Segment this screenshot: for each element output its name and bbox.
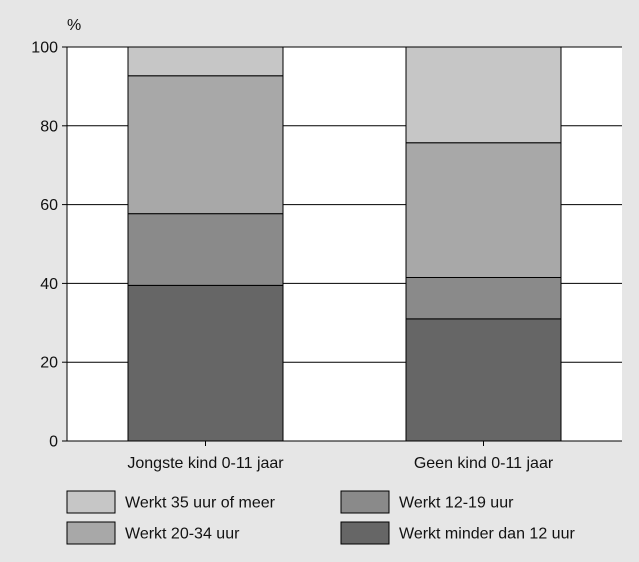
bar-segment-1-1 bbox=[127, 284, 284, 442]
legend-swatch-1 bbox=[66, 490, 116, 514]
y-tick-label-80: 80 bbox=[40, 118, 58, 135]
y-tick-label-0: 0 bbox=[49, 434, 58, 451]
legend-swatch-4 bbox=[340, 521, 390, 545]
legend-label-3: Werkt 20-34 uur bbox=[125, 526, 240, 543]
bar-segment-2-3 bbox=[405, 142, 562, 278]
x-tick-label-2: Geen kind 0-11 jaar bbox=[414, 455, 554, 472]
y-tick-label-20: 20 bbox=[40, 355, 58, 372]
bar-segment-2-1 bbox=[405, 318, 562, 442]
legend-swatch-2 bbox=[340, 490, 390, 514]
y-tick-label-40: 40 bbox=[40, 276, 58, 293]
legend-label-2: Werkt 12-19 uur bbox=[399, 495, 514, 512]
bar-segment-2-2 bbox=[405, 276, 562, 320]
y-tick-label-100: 100 bbox=[31, 40, 58, 57]
bar-segment-2-4 bbox=[405, 46, 562, 144]
legend-label-4: Werkt minder dan 12 uur bbox=[399, 526, 575, 543]
legend: Werkt 35 uur of meer Werkt 12-19 uur Werkt… bbox=[66, 490, 575, 545]
axis-layer: 0 20 40 60 80 100% Jongste kind 0-11 jaar Geen … bbox=[31, 17, 622, 472]
y-tick-label-60: 60 bbox=[40, 197, 58, 214]
bars-layer bbox=[127, 46, 562, 442]
legend-label-1: Werkt 35 uur of meer bbox=[125, 495, 276, 512]
bar-segment-1-3 bbox=[127, 75, 284, 215]
bar-segment-1-2 bbox=[127, 213, 284, 286]
x-tick-label-1: Jongste kind 0-11 jaar bbox=[127, 455, 284, 472]
bar-segment-1-4 bbox=[127, 46, 284, 77]
y-unit-label: % bbox=[67, 17, 81, 34]
legend-swatch-3 bbox=[66, 521, 116, 545]
